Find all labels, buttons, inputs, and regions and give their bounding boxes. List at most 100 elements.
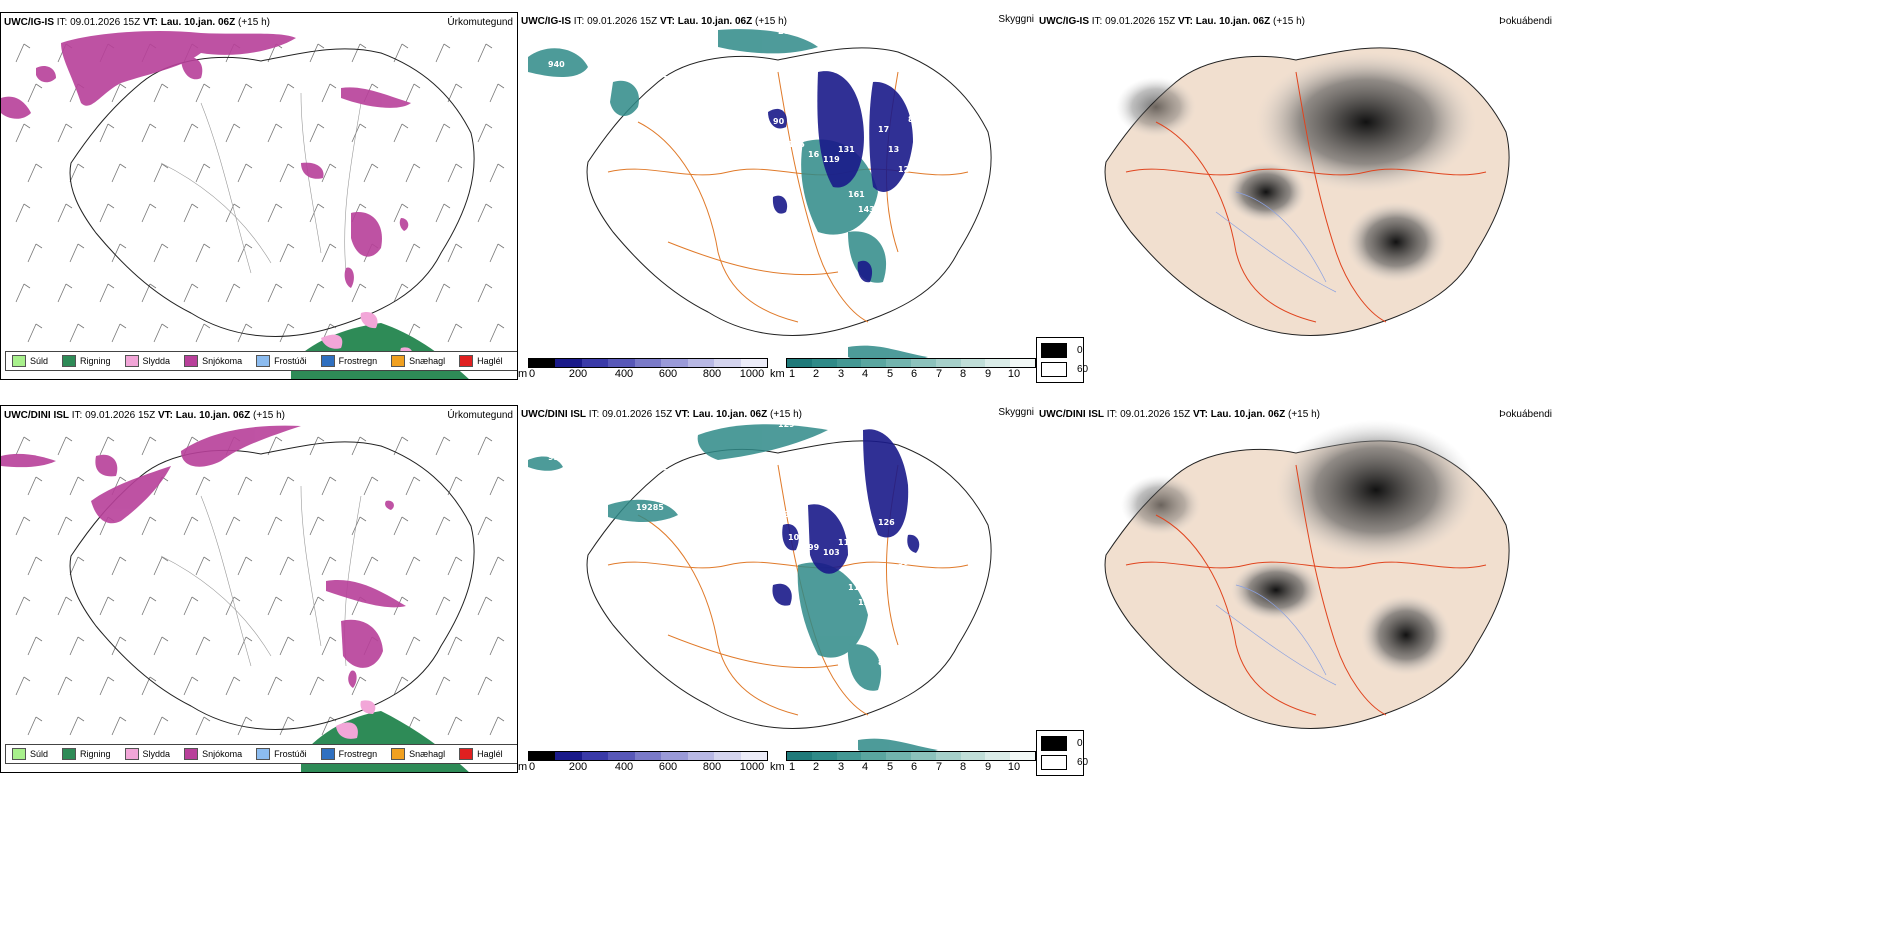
cloud-base-value-label: 129 <box>778 420 795 429</box>
wind-barb <box>237 83 247 103</box>
wind-barb <box>405 636 415 656</box>
wind-barb-feather <box>161 323 169 329</box>
wind-barb <box>99 123 109 143</box>
wind-barb <box>15 676 25 696</box>
wind-barb-feather <box>485 516 493 522</box>
panel-title: UWC/DINI ISL IT: 09.01.2026 15Z VT: Lau.… <box>1039 409 1320 420</box>
wind-barb-feather <box>23 123 31 129</box>
wind-barb-feather <box>23 516 31 522</box>
wind-barb-feather <box>161 83 169 89</box>
wind-barb-feather <box>359 283 367 289</box>
legend-item: Rigning <box>62 748 111 760</box>
wind-barb-feather <box>413 323 421 329</box>
wind-barb-feather <box>401 203 409 209</box>
cloud-base-value-label: 161 <box>848 190 865 199</box>
wind-barb <box>225 123 235 143</box>
colorbar-tick: 3 <box>837 368 845 380</box>
cloud-base-value-label: 85 <box>878 658 890 667</box>
wind-barb <box>351 43 361 63</box>
wind-barb-feather <box>65 123 73 129</box>
wind-barb <box>309 123 319 143</box>
wind-barb <box>69 243 79 263</box>
wind-barb <box>309 283 319 303</box>
wind-barb-feather <box>107 436 115 442</box>
wind-barb <box>477 203 487 223</box>
wind-barb-feather <box>287 556 295 562</box>
legend-item: Haglél <box>459 355 503 367</box>
legend-item: Snjókoma <box>184 748 242 760</box>
wind-barb-feather <box>107 203 115 209</box>
wind-barb-feather <box>65 203 73 209</box>
colorbar-tick: 600 <box>658 368 678 380</box>
wind-barb-feather <box>287 716 295 722</box>
wind-barb-feather <box>23 596 31 602</box>
wind-barb <box>69 163 79 183</box>
cloud-base-value-label: 745 <box>638 458 655 467</box>
cloud-base-value-label: 19285 <box>636 503 664 512</box>
wind-barb-feather <box>443 516 451 522</box>
colorbar-tick: 200 <box>568 368 588 380</box>
colorbar-tick: 1 <box>788 368 796 380</box>
panel-field-name: Skyggni <box>998 14 1034 25</box>
fog-legend-row: 0 <box>1041 736 1083 751</box>
wind-barb <box>141 283 151 303</box>
wind-barb <box>141 203 151 223</box>
panel-field-name: Úrkomutegund <box>447 17 513 28</box>
wind-barb <box>237 556 247 576</box>
colorbar-tick: 9 <box>984 368 992 380</box>
wind-barb-feather <box>119 83 127 89</box>
wind-barb <box>153 556 163 576</box>
cloud-base-value-label: 188 <box>663 75 680 84</box>
wind-barb <box>321 636 331 656</box>
wind-barb <box>57 676 67 696</box>
wind-barb <box>183 516 193 536</box>
fog-index-panel-bottom: UWC/DINI ISL IT: 09.01.2026 15Z VT: Lau.… <box>1036 405 1554 773</box>
wind-barb <box>225 676 235 696</box>
legend-item: Snjókoma <box>184 355 242 367</box>
wind-barb <box>153 243 163 263</box>
wind-barb-feather <box>149 516 157 522</box>
visibility-colorbar: km 1 2 3 4 5 6 7 8 9 10 <box>770 358 1036 380</box>
cloud-base-value-label: 159 <box>868 638 885 647</box>
cloud-base-value-label: 111 <box>918 523 935 532</box>
wind-barb <box>351 283 361 303</box>
visibility-unit: km <box>770 368 785 380</box>
wind-barb-feather <box>359 203 367 209</box>
wind-barb <box>57 283 67 303</box>
cloud-base-value-label: 924 <box>548 453 565 462</box>
wind-barb <box>237 636 247 656</box>
wind-barb <box>69 323 79 343</box>
wind-barb-feather <box>497 556 505 562</box>
wind-barb-feather <box>359 123 367 129</box>
wind-barb-feather <box>65 283 73 289</box>
wind-barb-feather <box>287 163 295 169</box>
wind-barb-feather <box>275 436 283 442</box>
wind-barb-feather <box>497 323 505 329</box>
wind-barb-feather <box>77 243 85 249</box>
colorbar-tick: 1000 <box>739 761 765 773</box>
wind-barb-feather <box>233 203 241 209</box>
wind-barb-feather <box>191 203 199 209</box>
wind-barb-feather <box>35 716 43 722</box>
legend-swatch <box>391 355 406 367</box>
wind-barb-feather <box>329 163 337 169</box>
wind-barb-feather <box>455 716 463 722</box>
wind-barb-feather <box>413 556 421 562</box>
wind-barb <box>321 716 331 736</box>
wind-barb-feather <box>287 476 295 482</box>
wind-barb-feather <box>191 436 199 442</box>
wind-barb-feather <box>245 323 253 329</box>
wind-barb-feather <box>119 163 127 169</box>
wind-barb-feather <box>497 636 505 642</box>
wind-barb-feather <box>149 123 157 129</box>
wind-barb-feather <box>413 243 421 249</box>
wind-barb-feather <box>317 436 325 442</box>
wind-barb-feather <box>149 676 157 682</box>
wind-barb-feather <box>245 716 253 722</box>
cloud-base-value-label: 103 <box>823 548 840 557</box>
wind-barb <box>267 516 277 536</box>
wind-barb-feather <box>329 83 337 89</box>
wind-barb-feather <box>203 163 211 169</box>
wind-barb <box>141 436 151 456</box>
wind-barb <box>141 676 151 696</box>
